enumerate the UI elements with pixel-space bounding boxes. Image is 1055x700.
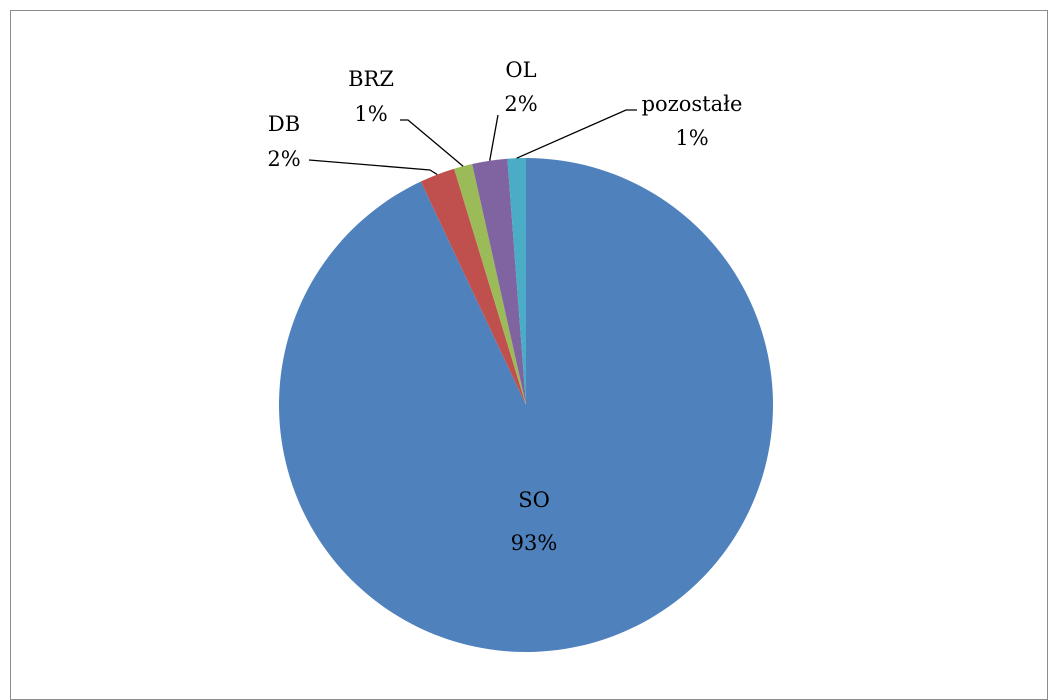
pie-slice-pozosta-e [507,158,526,405]
data-label-db-percent: 2% [267,147,300,171]
pie-slice-so [279,158,774,652]
data-label-ol-category: OL [505,58,536,82]
data-label-so-percent: 93% [511,531,558,555]
pie-slice-db [420,168,526,405]
leader-line-db [308,159,438,176]
data-label-pozostale-percent: 1% [675,126,708,150]
data-label-brz-percent: 1% [354,102,387,126]
data-label-so-category: SO [518,488,550,512]
data-label-pozostale-category: pozostałe [642,92,743,116]
pie-slice-brz [454,163,526,405]
data-labels: SO 93% DB 2% BRZ 1% OL 2% pozostałe 1% [267,58,742,555]
leader-line-brz [400,119,464,167]
leader-line-pozosta-e [516,109,637,159]
leader-lines [308,109,637,176]
pie-slices [279,158,774,652]
leader-line-ol [489,114,499,161]
pie-slice-ol [472,158,526,405]
data-label-brz-category: BRZ [348,67,394,91]
data-label-db-category: DB [268,112,300,136]
data-label-ol-percent: 2% [504,92,537,116]
